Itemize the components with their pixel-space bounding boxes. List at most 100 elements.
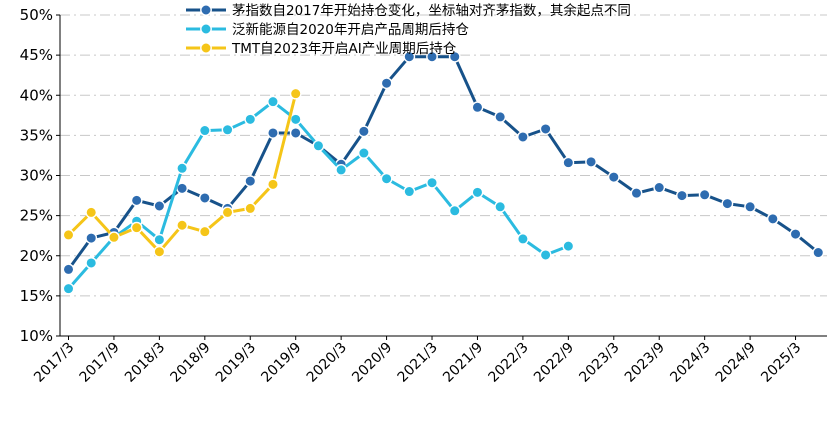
data-point (630, 187, 643, 200)
data-point (221, 123, 234, 136)
legend-marker (200, 42, 212, 54)
data-point (267, 178, 279, 191)
x-tick-label: 2023/9 (622, 340, 668, 386)
data-point (85, 257, 98, 269)
series-line (67, 55, 820, 271)
series-0 (62, 50, 825, 276)
legend-marker (200, 23, 212, 35)
legend-label: 泛新能源自2020年开启产品周期后持仓 (232, 22, 469, 38)
data-point (607, 171, 620, 184)
y-tick-label: 40% (20, 86, 53, 104)
data-point (221, 206, 234, 219)
data-point (539, 249, 552, 261)
data-point (130, 194, 143, 207)
x-tick-label: 2019/3 (213, 340, 259, 386)
data-point (244, 113, 257, 126)
y-tick-label: 15% (20, 287, 53, 305)
x-tick-label: 2017/9 (77, 340, 123, 386)
data-point (85, 206, 98, 219)
data-point (721, 197, 734, 210)
x-tick-label: 2024/3 (667, 340, 713, 386)
data-point (403, 50, 416, 63)
data-point (380, 77, 393, 90)
data-point (562, 156, 575, 169)
data-point (471, 186, 484, 199)
y-tick-label: 35% (20, 126, 53, 144)
x-tick-label: 2019/9 (258, 340, 304, 386)
data-point (198, 192, 211, 204)
legend-marker (200, 4, 212, 16)
data-point (153, 200, 166, 212)
data-point (517, 232, 529, 245)
grid-lines (60, 14, 827, 297)
y-tick-label: 50% (20, 6, 53, 24)
data-point (471, 101, 484, 114)
y-axis-tick-labels: 10% 15% 20% 25% 30% 35% 40% 45% 50% (20, 6, 53, 345)
data-point (289, 127, 302, 139)
x-axis-tick-labels: 2017/3 2017/9 2018/3 2018/9 2019/3 2019/9 2020… (31, 340, 804, 386)
data-point (744, 200, 756, 213)
legend-label: 茅指数自2017年开始持仓变化，坐标轴对齐茅指数，其余起点不同 (232, 2, 631, 19)
y-tick-label: 45% (20, 46, 53, 64)
data-point (289, 87, 302, 100)
data-point (176, 182, 189, 195)
data-point (789, 228, 802, 240)
data-point (244, 175, 257, 188)
data-point (517, 131, 529, 143)
data-point (267, 127, 279, 139)
data-point (62, 228, 75, 241)
y-tick-label: 10% (20, 327, 53, 345)
y-tick-label: 20% (20, 247, 53, 265)
data-point (426, 176, 438, 189)
x-tick-label: 2020/3 (304, 340, 350, 386)
legend-item: TMT自2023年开启AI产业周期后持仓 (186, 41, 457, 57)
x-tick-label: 2018/9 (167, 340, 213, 386)
x-tick-label: 2020/9 (349, 340, 395, 386)
x-tick-label: 2018/3 (122, 340, 168, 386)
data-point (426, 50, 438, 63)
y-tick-label: 30% (20, 167, 53, 185)
data-point (176, 219, 189, 232)
x-tick-label: 2025/3 (758, 340, 804, 386)
x-tick-label: 2023/3 (576, 340, 622, 386)
data-point (585, 155, 597, 168)
data-point (448, 204, 461, 217)
axes (56, 14, 827, 340)
x-tick-label: 2024/9 (713, 340, 759, 386)
data-point (562, 240, 575, 253)
y-tick-label: 25% (20, 207, 53, 225)
data-point (198, 225, 211, 238)
data-point (62, 263, 75, 276)
data-point (357, 125, 370, 138)
x-tick-label: 2021/3 (395, 340, 441, 386)
data-point (153, 233, 166, 246)
data-point (198, 124, 211, 137)
x-tick-label: 2017/3 (31, 340, 77, 386)
x-tick-label: 2022/3 (486, 340, 532, 386)
data-point (267, 95, 279, 108)
data-point (176, 162, 189, 175)
data-point (335, 163, 348, 176)
x-tick-label: 2021/9 (440, 340, 486, 386)
data-point (108, 231, 120, 244)
series-2 (62, 87, 302, 258)
data-point (698, 188, 711, 201)
data-point (403, 185, 416, 198)
data-point (62, 282, 75, 295)
data-point (289, 113, 302, 126)
data-point (766, 212, 779, 225)
data-point (357, 147, 370, 159)
series-layer (62, 50, 825, 295)
data-point (676, 189, 688, 202)
data-point (244, 202, 257, 215)
series-line (67, 100, 570, 291)
data-point (448, 50, 461, 63)
data-point (653, 181, 666, 194)
legend-item: 泛新能源自2020年开启产品周期后持仓 (186, 22, 469, 38)
x-tick-label: 2022/9 (531, 340, 577, 386)
legend: 茅指数自2017年开始持仓变化，坐标轴对齐茅指数，其余起点不同泛新能源自2020… (186, 2, 631, 57)
data-point (494, 111, 507, 123)
data-point (130, 221, 143, 234)
data-point (539, 123, 552, 135)
